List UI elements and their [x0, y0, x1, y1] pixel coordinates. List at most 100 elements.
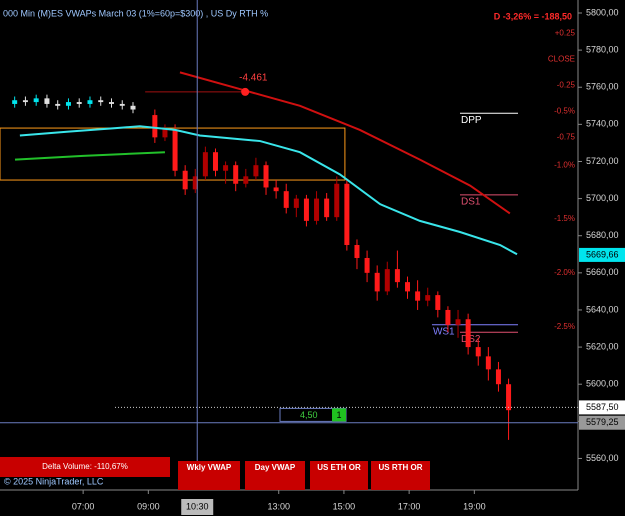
- level-label: WS1: [433, 326, 455, 337]
- candle-body: [253, 165, 259, 177]
- price-marker: [579, 400, 625, 415]
- candle-body: [243, 176, 249, 184]
- y-tick-label: 5740,00: [586, 119, 619, 129]
- order-count: 1: [336, 410, 341, 420]
- y-tick-label: 5600,00: [586, 379, 619, 389]
- candle-body: [212, 152, 218, 171]
- y-tick-label: 5800,00: [586, 7, 619, 17]
- button[interactable]: [178, 461, 240, 490]
- candle-body: [394, 269, 400, 283]
- button[interactable]: [245, 461, 305, 490]
- candle-body: [12, 100, 18, 104]
- crosshair-time: 10:30: [186, 501, 209, 511]
- candle-body: [364, 257, 370, 273]
- price-marker-label: 5579,25: [586, 417, 619, 427]
- candle-body: [108, 102, 114, 104]
- pct-label: -2.5%: [554, 322, 575, 331]
- level-label: DS2: [461, 334, 481, 345]
- y-tick-label: 5680,00: [586, 230, 619, 240]
- candle-body: [405, 282, 411, 292]
- pct-label: -0.25: [557, 80, 576, 89]
- y-tick-label: 5660,00: [586, 267, 619, 277]
- candle-body: [202, 152, 208, 177]
- y-tick-label: 5720,00: [586, 156, 619, 166]
- candle-body: [293, 198, 299, 208]
- candle-body: [303, 198, 309, 221]
- change-label: D -3,26% = -188,50: [494, 11, 572, 21]
- y-tick-label: 5700,00: [586, 193, 619, 203]
- candle-body: [162, 128, 168, 138]
- candle-body: [65, 102, 71, 106]
- candle-body: [455, 319, 461, 325]
- candle-body: [192, 176, 198, 190]
- candle-body: [344, 183, 350, 245]
- candle-body: [76, 102, 82, 104]
- x-tick-label: 17:00: [398, 501, 421, 511]
- candle-body: [44, 98, 50, 104]
- pct-label: -0.5%: [554, 106, 575, 115]
- x-tick-label: 09:00: [137, 501, 160, 511]
- candle-body: [55, 103, 61, 106]
- x-tick-label: 19:00: [463, 501, 486, 511]
- candle-body: [87, 100, 93, 104]
- indicator-line: [179, 71, 511, 215]
- y-tick-label: 5620,00: [586, 341, 619, 351]
- x-tick-label: 07:00: [72, 501, 95, 511]
- pct-label: -0.75: [557, 132, 576, 141]
- candle-body: [130, 105, 136, 110]
- level-label: DS1: [461, 197, 481, 208]
- button[interactable]: [310, 461, 368, 490]
- button-label[interactable]: Wkly VWAP: [187, 463, 232, 472]
- candle-body: [273, 187, 279, 192]
- candle-body: [354, 245, 360, 258]
- candle-body: [384, 269, 390, 292]
- range-box: [0, 127, 346, 181]
- candle-body: [435, 295, 441, 310]
- indicator-line: [19, 125, 518, 256]
- candle-body: [33, 98, 39, 103]
- candle-body: [415, 291, 421, 301]
- candle-body: [495, 369, 501, 385]
- candle-body: [506, 384, 512, 411]
- candle-body: [283, 191, 289, 208]
- pct-label: CLOSE: [548, 55, 575, 64]
- annotation-dot: [241, 87, 250, 96]
- x-tick-label: 15:00: [333, 501, 356, 511]
- candle-body: [374, 272, 380, 292]
- annotation-label: -4.461: [239, 73, 268, 84]
- button[interactable]: [371, 461, 430, 490]
- indicator-line: [14, 151, 166, 161]
- y-tick-label: 5760,00: [586, 82, 619, 92]
- x-tick-label: 13:00: [267, 501, 290, 511]
- pct-label: -1.5%: [554, 214, 575, 223]
- candle-body: [182, 170, 188, 190]
- order-count-box: [332, 408, 346, 422]
- level-label: DPP: [461, 115, 482, 126]
- pct-label: -2.0%: [554, 268, 575, 277]
- candle-body: [233, 165, 239, 184]
- button-label[interactable]: Delta Volume: -110,67%: [42, 462, 128, 471]
- price-marker: [579, 247, 625, 262]
- candle-body: [119, 103, 125, 106]
- candle-body: [475, 347, 481, 357]
- pct-label: -1.0%: [554, 160, 575, 169]
- button-label[interactable]: US ETH OR: [317, 463, 361, 472]
- chart-title: 000 Min (M)ES VWAPs March 03 (1%=60p=$30…: [3, 8, 268, 18]
- candle-body: [485, 356, 491, 370]
- candle-body: [334, 183, 340, 218]
- button-label[interactable]: US RTH OR: [379, 463, 423, 472]
- crosshair-time-box: [181, 499, 214, 515]
- candle-body: [98, 100, 104, 103]
- candle-body: [445, 309, 451, 325]
- copyright: © 2025 NinjaTrader, LLC: [4, 476, 104, 486]
- candle-body: [324, 198, 330, 218]
- price-marker: [579, 415, 625, 430]
- button[interactable]: [0, 457, 170, 477]
- button-label[interactable]: Day VWAP: [255, 463, 296, 472]
- candle-body: [223, 165, 229, 171]
- price-marker-label: 5669,66: [586, 249, 619, 259]
- candle-body: [465, 319, 471, 348]
